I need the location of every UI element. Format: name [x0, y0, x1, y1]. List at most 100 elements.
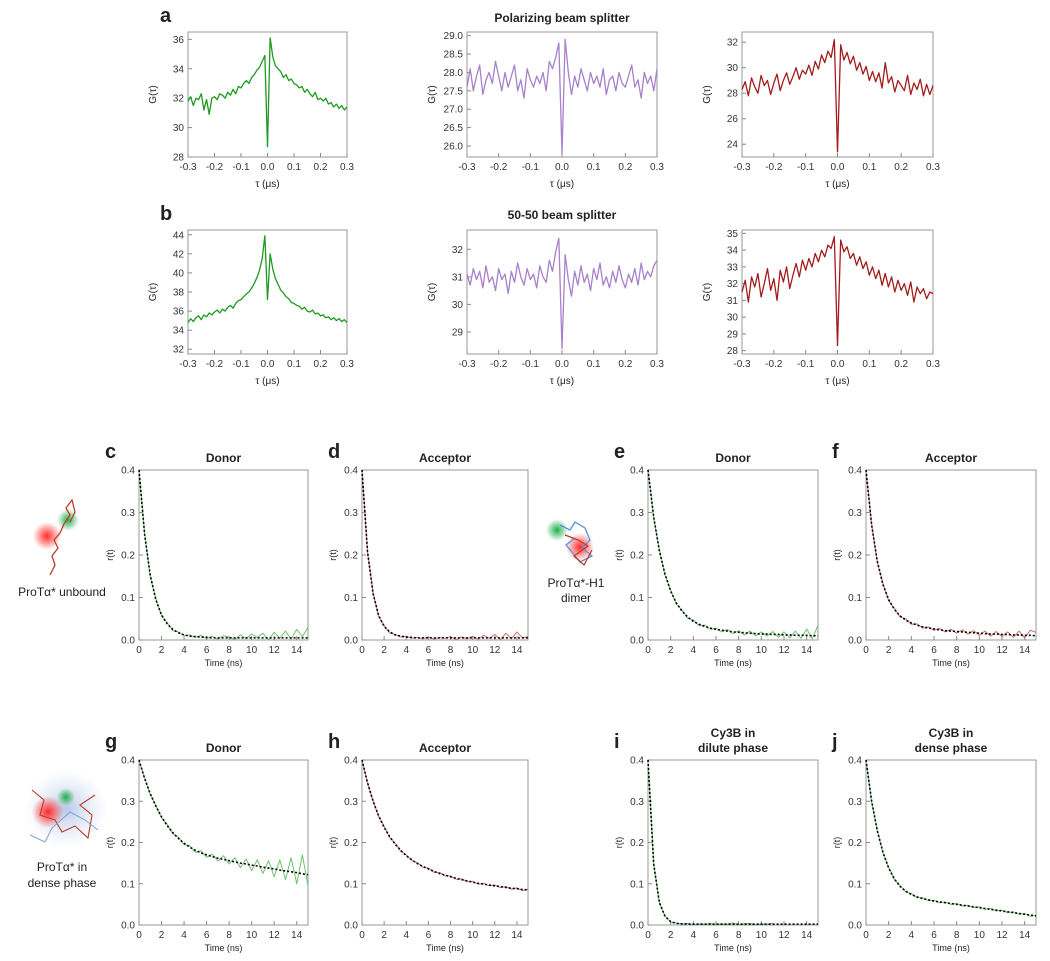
x-tick-label: 0.2	[894, 359, 908, 370]
y-tick-label: 42	[173, 249, 185, 260]
x-tick-label: 0.3	[926, 359, 940, 370]
x-tick-label: -0.1	[522, 359, 540, 370]
y-tick-label: 30	[452, 300, 464, 311]
y-tick-label: 0.1	[630, 879, 644, 890]
x-tick-label: 12	[778, 930, 790, 941]
panel-letter: b	[160, 203, 172, 225]
x-axis-label: Time (ns)	[426, 943, 464, 953]
plot-frame	[647, 759, 819, 926]
y-tick-label: 0.2	[121, 551, 135, 562]
y-tick-label: 0.3	[848, 508, 862, 519]
y-tick-label: 0.3	[121, 508, 135, 519]
y-tick-label: 26.5	[444, 123, 464, 134]
y-tick-label: 31	[727, 296, 739, 307]
x-tick-label: 6	[931, 645, 937, 656]
x-tick-label: 0	[645, 645, 651, 656]
x-tick-label: 6	[713, 645, 719, 656]
panel-letter: j	[831, 731, 838, 753]
y-axis-label: r(t)	[614, 549, 624, 561]
x-tick-label: -0.2	[206, 162, 224, 173]
y-tick-label: 0.4	[848, 466, 862, 477]
y-tick-label: 24	[727, 140, 739, 151]
panel-title: dilute phase	[698, 741, 768, 755]
plot-frame	[138, 759, 309, 926]
x-tick-label: 8	[954, 930, 960, 941]
y-tick-label: 0.1	[344, 593, 358, 604]
x-tick-label: 10	[974, 930, 986, 941]
y-tick-label: 0.3	[121, 797, 135, 808]
x-tick-label: 4	[403, 930, 409, 941]
panel-title: Donor	[206, 451, 242, 465]
y-axis-label: r(t)	[105, 549, 115, 561]
data-line	[138, 760, 309, 886]
y-tick-label: 0.4	[344, 466, 358, 477]
y-tick-label: 32	[173, 94, 185, 105]
x-axis-label: Time (ns)	[932, 658, 970, 668]
molecule-icon	[24, 770, 108, 848]
molecule-label: dimer	[561, 591, 591, 605]
y-tick-label: 29.0	[444, 31, 464, 42]
y-tick-label: 0.1	[848, 879, 862, 890]
x-tick-label: -0.2	[490, 359, 508, 370]
x-tick-label: 2	[668, 930, 674, 941]
x-tick-label: -0.1	[232, 359, 250, 370]
panel-title: Acceptor	[419, 741, 471, 755]
data-line	[361, 469, 529, 641]
x-tick-label: 8	[226, 930, 232, 941]
data-line	[741, 39, 934, 153]
x-tick-label: 0.3	[926, 162, 940, 173]
y-axis-label: G(τ)	[427, 85, 438, 103]
y-axis-label: r(t)	[832, 837, 842, 849]
x-tick-label: 4	[691, 930, 697, 941]
x-tick-label: 4	[181, 930, 187, 941]
x-tick-label: 0.0	[831, 359, 845, 370]
y-tick-label: 0.4	[630, 756, 644, 767]
panel-letter: g	[105, 731, 117, 753]
x-axis-label: τ (μs)	[825, 179, 849, 190]
x-tick-label: 8	[736, 645, 742, 656]
molecule-label: dense phase	[28, 876, 97, 890]
x-tick-label: 0.1	[587, 359, 601, 370]
y-tick-label: 0.2	[121, 838, 135, 849]
y-tick-label: 31	[452, 272, 464, 283]
y-axis-label: r(t)	[614, 837, 624, 849]
x-axis-label: τ (μs)	[255, 376, 279, 387]
y-tick-label: 0.2	[848, 551, 862, 562]
x-tick-label: 0	[136, 930, 142, 941]
x-tick-label: 14	[801, 645, 813, 656]
y-tick-label: 0.3	[848, 797, 862, 808]
molecule-label: ProTα* unbound	[18, 585, 106, 599]
x-tick-label: -0.1	[797, 359, 815, 370]
x-tick-label: -0.3	[733, 359, 751, 370]
x-tick-label: 0.2	[618, 359, 632, 370]
x-tick-label: 8	[226, 645, 232, 656]
y-tick-label: 36	[173, 35, 185, 46]
y-tick-label: 38	[173, 288, 185, 299]
molecule-icon	[546, 519, 594, 567]
fit-line	[865, 759, 1037, 917]
x-tick-label: 8	[954, 645, 960, 656]
y-tick-label: 0.0	[848, 921, 862, 932]
y-tick-label: 0.4	[630, 466, 644, 477]
x-tick-label: -0.3	[733, 162, 751, 173]
molecule-label: ProTα* in	[37, 860, 87, 874]
fit-line	[361, 759, 529, 891]
x-tick-label: 4	[403, 645, 409, 656]
x-tick-label: 6	[713, 930, 719, 941]
y-tick-label: 0.0	[344, 636, 358, 647]
x-tick-label: 0.1	[287, 162, 301, 173]
y-tick-label: 30	[173, 123, 185, 134]
y-tick-label: 29	[727, 329, 739, 340]
x-tick-label: 2	[886, 930, 892, 941]
x-tick-label: 6	[931, 930, 937, 941]
x-axis-label: Time (ns)	[714, 658, 752, 668]
x-tick-label: 2	[886, 645, 892, 656]
x-tick-label: 12	[996, 645, 1008, 656]
plot-frame	[865, 469, 1037, 641]
x-tick-label: 0	[863, 930, 869, 941]
x-tick-label: 6	[204, 645, 210, 656]
x-tick-label: 2	[159, 645, 165, 656]
y-tick-label: 33	[727, 262, 739, 273]
